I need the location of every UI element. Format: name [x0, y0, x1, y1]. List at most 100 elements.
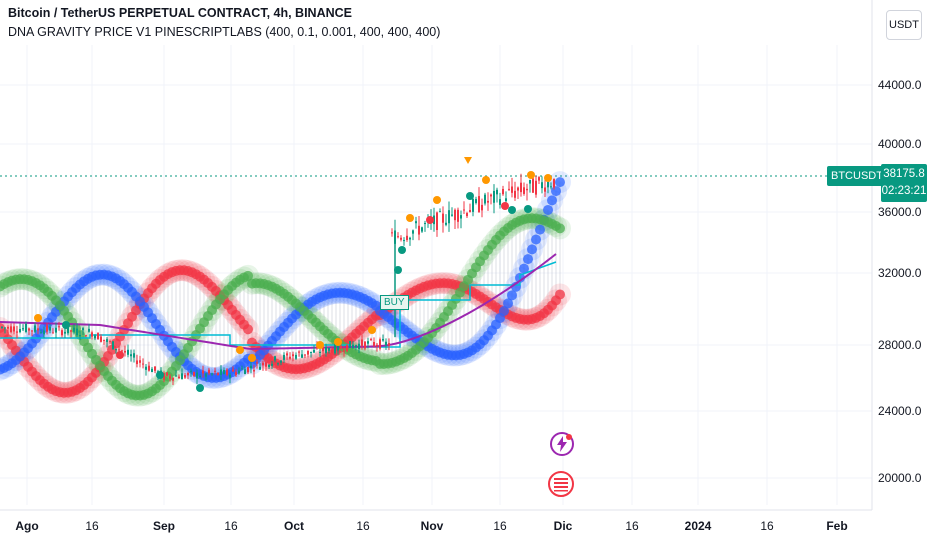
time-axis-label: 16 — [356, 519, 370, 533]
candle-body — [463, 209, 465, 211]
candle-body — [124, 350, 126, 353]
us-flag-icon[interactable] — [547, 470, 575, 498]
candle-body — [478, 196, 480, 213]
candle-body — [364, 341, 366, 349]
candle-body — [454, 209, 456, 221]
band-dot — [243, 270, 253, 281]
candle-body — [487, 200, 489, 203]
candle-body — [127, 349, 129, 355]
candle-body — [382, 338, 384, 341]
candle-body — [256, 362, 258, 364]
signal-dot — [466, 192, 474, 200]
sell-triangle-marker — [464, 157, 472, 164]
candle-body — [337, 343, 339, 351]
candle-body — [163, 373, 165, 380]
signal-dot — [236, 346, 244, 354]
purple-moving-average — [0, 253, 557, 350]
signal-dot — [316, 341, 324, 349]
candle-body — [250, 365, 252, 369]
candle-body — [424, 223, 426, 225]
candle-body — [289, 356, 291, 359]
candle-body — [142, 363, 144, 365]
time-axis-label: Oct — [283, 519, 305, 533]
candle-body — [532, 178, 534, 193]
signal-dot — [368, 326, 376, 334]
candle-body — [472, 198, 474, 212]
candle-body — [193, 372, 195, 376]
candle-body — [511, 186, 513, 193]
time-axis-label: Dic — [553, 519, 573, 533]
candle-body — [370, 339, 372, 341]
candle-body — [367, 341, 369, 344]
candle-body — [313, 349, 315, 353]
signal-dot — [394, 266, 402, 274]
candle-body — [292, 354, 294, 357]
candle-body — [544, 187, 546, 192]
candle-body — [325, 346, 327, 354]
candle-body — [136, 360, 138, 365]
candle-body — [547, 181, 549, 188]
candle-body — [58, 326, 60, 328]
band-dot — [555, 177, 565, 188]
candle-body — [64, 331, 66, 334]
signal-dot — [334, 338, 342, 346]
candle-body — [265, 362, 267, 367]
last-price-badge: 38175.8 02:23:21 — [881, 164, 927, 202]
candle-body — [271, 363, 273, 366]
signal-dot — [544, 174, 552, 182]
candle-body — [214, 370, 216, 372]
candle-body — [91, 332, 93, 337]
symbol-title[interactable]: Bitcoin / TetherUS PERPETUAL CONTRACT, 4… — [8, 6, 353, 20]
candle-body — [217, 372, 219, 375]
candle-body — [103, 339, 105, 341]
candle-body — [412, 230, 414, 234]
candle-body — [481, 204, 483, 211]
candle-body — [484, 194, 486, 204]
candle-body — [391, 232, 393, 234]
candle-body — [49, 326, 51, 331]
symbol-price-label: BTCUSDT.P — [827, 166, 897, 186]
indicator-legend[interactable]: DNA GRAVITY PRICE V1 PINESCRIPTLABS (400… — [8, 25, 441, 39]
candle-body — [436, 212, 438, 231]
candle-body — [439, 211, 441, 213]
bar-countdown: 02:23:21 — [881, 185, 927, 197]
candle-body — [304, 354, 306, 356]
candle-body — [25, 323, 27, 332]
candle-body — [109, 341, 111, 343]
candle-body — [442, 213, 444, 223]
candle-body — [169, 376, 171, 379]
candle-body — [262, 362, 264, 366]
candle-body — [298, 351, 300, 353]
candle-body — [40, 332, 42, 334]
candle-body — [268, 364, 270, 368]
candle-body — [361, 339, 363, 346]
candle-body — [553, 178, 555, 188]
candle-body — [538, 177, 540, 181]
candle-body — [175, 375, 177, 377]
candle-body — [145, 366, 147, 370]
signal-dot — [527, 171, 535, 179]
candle-body — [154, 366, 156, 371]
candle-body — [190, 370, 192, 372]
candle-body — [199, 376, 201, 378]
candle-body — [322, 346, 324, 352]
candle-body — [280, 360, 282, 363]
candle-body — [301, 354, 303, 358]
flash-icon[interactable] — [549, 431, 575, 457]
signal-dot — [508, 206, 516, 214]
candle-body — [496, 189, 498, 195]
candle-body — [52, 332, 54, 334]
candle-body — [379, 339, 381, 349]
signal-dot — [398, 246, 406, 254]
candle-body — [238, 370, 240, 374]
signal-dot — [156, 371, 164, 379]
candle-body — [34, 325, 36, 332]
candle-body — [541, 182, 543, 189]
currency-button[interactable]: USDT — [886, 10, 922, 40]
candle-body — [235, 372, 237, 376]
candle-body — [79, 335, 81, 337]
time-axis-label: 16 — [625, 519, 639, 533]
candle-body — [418, 225, 420, 235]
candle-body — [358, 343, 360, 350]
